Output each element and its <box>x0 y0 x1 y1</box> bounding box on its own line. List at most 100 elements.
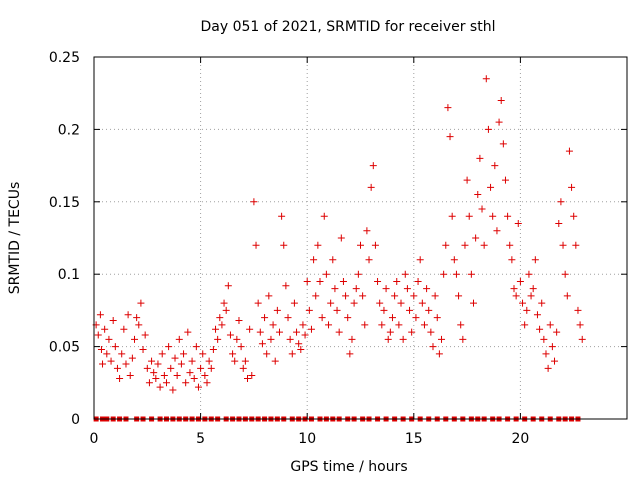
data-point <box>171 354 179 362</box>
data-point <box>374 277 382 285</box>
data-point <box>218 321 226 329</box>
data-point <box>523 306 531 314</box>
data-point <box>167 364 175 372</box>
data-point <box>484 125 492 133</box>
data-point <box>429 343 437 351</box>
data-point <box>482 75 490 83</box>
data-point <box>354 270 362 278</box>
data-point <box>478 205 486 213</box>
data-point <box>254 299 262 307</box>
y-tick-label: 0.1 <box>58 267 80 283</box>
data-point <box>135 321 143 329</box>
data-point <box>540 335 548 343</box>
data-point <box>510 285 518 293</box>
data-point <box>192 343 200 351</box>
data-point <box>122 360 130 368</box>
data-point <box>235 317 243 325</box>
data-point <box>207 364 215 372</box>
data-point <box>491 162 499 170</box>
data-point <box>463 176 471 184</box>
data-point <box>212 325 220 333</box>
data-point <box>312 292 320 300</box>
data-point <box>508 256 516 264</box>
data-point <box>344 314 352 322</box>
data-point <box>97 345 105 353</box>
data-point <box>459 335 467 343</box>
data-point <box>305 306 313 314</box>
data-point <box>465 212 473 220</box>
data-point <box>175 335 183 343</box>
data-point <box>214 335 222 343</box>
data-point <box>173 372 181 380</box>
data-point <box>160 372 168 380</box>
data-point <box>320 212 328 220</box>
data-point <box>107 357 115 365</box>
data-point <box>141 331 149 339</box>
data-points <box>92 75 586 394</box>
y-tick-label: 0.15 <box>49 195 80 211</box>
data-point <box>263 350 271 358</box>
data-point <box>139 345 147 353</box>
data-point <box>118 350 126 358</box>
data-point <box>226 331 234 339</box>
y-tick-label: 0 <box>71 412 80 428</box>
data-point <box>570 212 578 220</box>
data-point <box>563 292 571 300</box>
data-point <box>329 256 337 264</box>
data-point <box>278 212 286 220</box>
data-point <box>542 350 550 358</box>
data-point <box>116 374 124 382</box>
data-point <box>143 364 151 372</box>
data-point <box>401 270 409 278</box>
data-point <box>382 285 390 293</box>
data-point <box>561 270 569 278</box>
data-point <box>371 241 379 249</box>
data-point <box>578 335 586 343</box>
data-point <box>131 335 139 343</box>
data-point <box>397 299 405 307</box>
data-point <box>203 379 211 387</box>
data-point <box>555 220 563 228</box>
data-point <box>113 364 121 372</box>
data-point <box>327 299 335 307</box>
data-point <box>250 198 258 206</box>
data-point <box>246 325 254 333</box>
data-point <box>450 256 458 264</box>
data-point <box>280 241 288 249</box>
data-point <box>295 340 303 348</box>
data-point <box>165 343 173 351</box>
data-point <box>472 234 480 242</box>
data-point <box>293 328 301 336</box>
data-point <box>197 364 205 372</box>
data-point <box>435 350 443 358</box>
data-point <box>346 350 354 358</box>
data-point <box>495 118 503 126</box>
data-point <box>188 357 196 365</box>
data-point <box>124 311 132 319</box>
data-point <box>348 335 356 343</box>
data-point <box>307 325 315 333</box>
data-point <box>480 241 488 249</box>
data-point <box>467 270 475 278</box>
data-point <box>359 292 367 300</box>
data-point <box>199 350 207 358</box>
data-point <box>418 299 426 307</box>
data-point <box>162 379 170 387</box>
data-point <box>316 277 324 285</box>
data-point <box>391 292 399 300</box>
data-point <box>350 299 358 307</box>
data-point <box>261 314 269 322</box>
y-axis-ticks: 0 0.05 0.1 0.15 0.2 0.25 <box>49 50 627 428</box>
data-point <box>406 306 414 314</box>
data-point <box>410 292 418 300</box>
data-point <box>420 321 428 329</box>
data-point <box>544 364 552 372</box>
data-point <box>369 162 377 170</box>
data-point <box>133 314 141 322</box>
data-point <box>412 314 420 322</box>
data-point <box>440 270 448 278</box>
data-point <box>455 292 463 300</box>
data-point <box>184 328 192 336</box>
data-point <box>231 357 239 365</box>
data-point <box>574 306 582 314</box>
